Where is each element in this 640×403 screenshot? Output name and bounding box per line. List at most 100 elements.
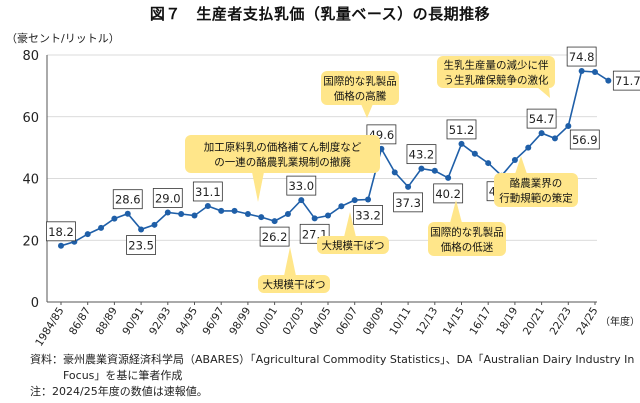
x-tick-label: 04/05: [307, 305, 333, 337]
data-point: [351, 197, 358, 204]
annotation-callout: 大規模干ばつ: [317, 212, 389, 254]
y-tick-label: 60: [22, 111, 39, 126]
x-tick-label: 88/89: [94, 305, 120, 337]
data-point: [605, 77, 612, 84]
data-label-box: [612, 70, 640, 91]
data-point: [338, 203, 345, 210]
x-tick-label: 86/87: [67, 305, 93, 337]
data-point: [244, 211, 251, 218]
data-label-box: [192, 181, 223, 202]
data-label-box: [569, 129, 600, 150]
data-label-text: 43.2: [409, 148, 435, 162]
data-label-box: [353, 205, 383, 225]
data-point: [458, 140, 465, 147]
y-tick-label: 40: [22, 173, 39, 188]
data-point: [551, 135, 558, 142]
x-tick-label: 16/17: [468, 305, 494, 337]
data-point: [58, 242, 64, 249]
chart-title: 図７ 生産者支払乳価（乳量ベース）の長期推移: [149, 5, 491, 23]
footnote: 注：2024/25年度の数値は速報値。: [30, 385, 208, 398]
data-label: 31.1: [192, 181, 223, 202]
data-point: [98, 224, 105, 231]
x-tick-label: 22/23: [548, 305, 574, 337]
callout-box: [428, 222, 506, 256]
data-point: [525, 144, 532, 151]
data-label-text: 54.7: [529, 112, 555, 126]
data-point: [151, 221, 158, 228]
source-note-line-2: Focus」を基に筆者作成: [30, 369, 183, 382]
x-tick-label: 06/07: [334, 305, 360, 337]
data-label-box: [286, 175, 317, 196]
data-label: 28.6: [112, 189, 143, 210]
callout-text: う生乳確保競争の激化: [444, 74, 549, 87]
data-point: [178, 211, 185, 218]
data-label-box: [46, 221, 76, 242]
x-tick-label: 10/11: [387, 305, 413, 337]
data-point: [471, 150, 478, 157]
data-label-box: [393, 192, 424, 213]
data-label-box: [259, 226, 290, 247]
callout-pointer: [361, 104, 373, 118]
x-tick-label: 12/13: [414, 305, 440, 337]
data-point: [578, 68, 585, 75]
x-tick-label: 14/15: [441, 305, 467, 337]
data-point: [485, 160, 492, 167]
x-tick-label: 96/97: [201, 305, 227, 337]
data-label: 33.2: [353, 205, 383, 225]
callout-text: 国際的な乳製品: [323, 75, 397, 88]
x-tick-label: 90/91: [120, 305, 146, 337]
data-point: [164, 209, 171, 216]
data-label-box: [406, 144, 437, 165]
callout-box: [258, 275, 330, 293]
x-tick-label: 92/93: [147, 305, 173, 337]
data-label: 23.5: [126, 235, 156, 255]
data-label: 29.0: [152, 188, 183, 208]
x-tick-label: 00/01: [254, 305, 280, 337]
x-axis-label: （年度）: [600, 315, 640, 328]
data-point: [258, 214, 265, 221]
data-label-box: [526, 108, 557, 129]
x-tick-label: 24/25: [574, 305, 600, 337]
data-label: 74.8: [566, 46, 597, 67]
data-label-box: [126, 235, 156, 255]
data-label-text: 31.1: [195, 185, 221, 199]
data-point: [325, 212, 331, 219]
data-point: [124, 210, 131, 217]
data-label: 43.2: [406, 144, 437, 165]
data-label-text: 23.5: [128, 238, 154, 252]
callout-text: 価格の低迷: [441, 241, 494, 254]
callout-text: 大規模干ばつ: [263, 278, 326, 291]
data-point: [592, 68, 598, 75]
callout-pointer: [537, 87, 550, 98]
data-point: [204, 202, 211, 209]
data-point: [271, 218, 278, 225]
callout-text: 行動規範の策定: [499, 192, 573, 205]
data-point: [405, 183, 412, 190]
x-tick-label: 1984/85: [33, 305, 66, 348]
callout-pointer: [344, 212, 356, 237]
data-point: [445, 174, 452, 181]
data-label: 33.0: [286, 175, 317, 196]
data-point: [418, 165, 425, 172]
data-label-box: [566, 46, 597, 67]
x-tick-label: 02/03: [281, 305, 307, 337]
callout-box: [437, 56, 555, 88]
data-label: 18.2: [46, 221, 76, 242]
data-point: [191, 212, 198, 219]
callout-pointer: [515, 156, 527, 174]
data-point: [538, 130, 545, 137]
data-point: [218, 207, 225, 214]
data-label-text: 29.0: [155, 191, 181, 205]
data-label-text: 56.9: [572, 133, 598, 147]
x-tick-label: 94/95: [174, 305, 200, 337]
data-label-text: 18.2: [48, 225, 74, 239]
callout-text: 大規模干ばつ: [322, 239, 385, 252]
data-point: [298, 197, 305, 204]
data-point: [365, 196, 372, 203]
data-point: [111, 215, 118, 222]
